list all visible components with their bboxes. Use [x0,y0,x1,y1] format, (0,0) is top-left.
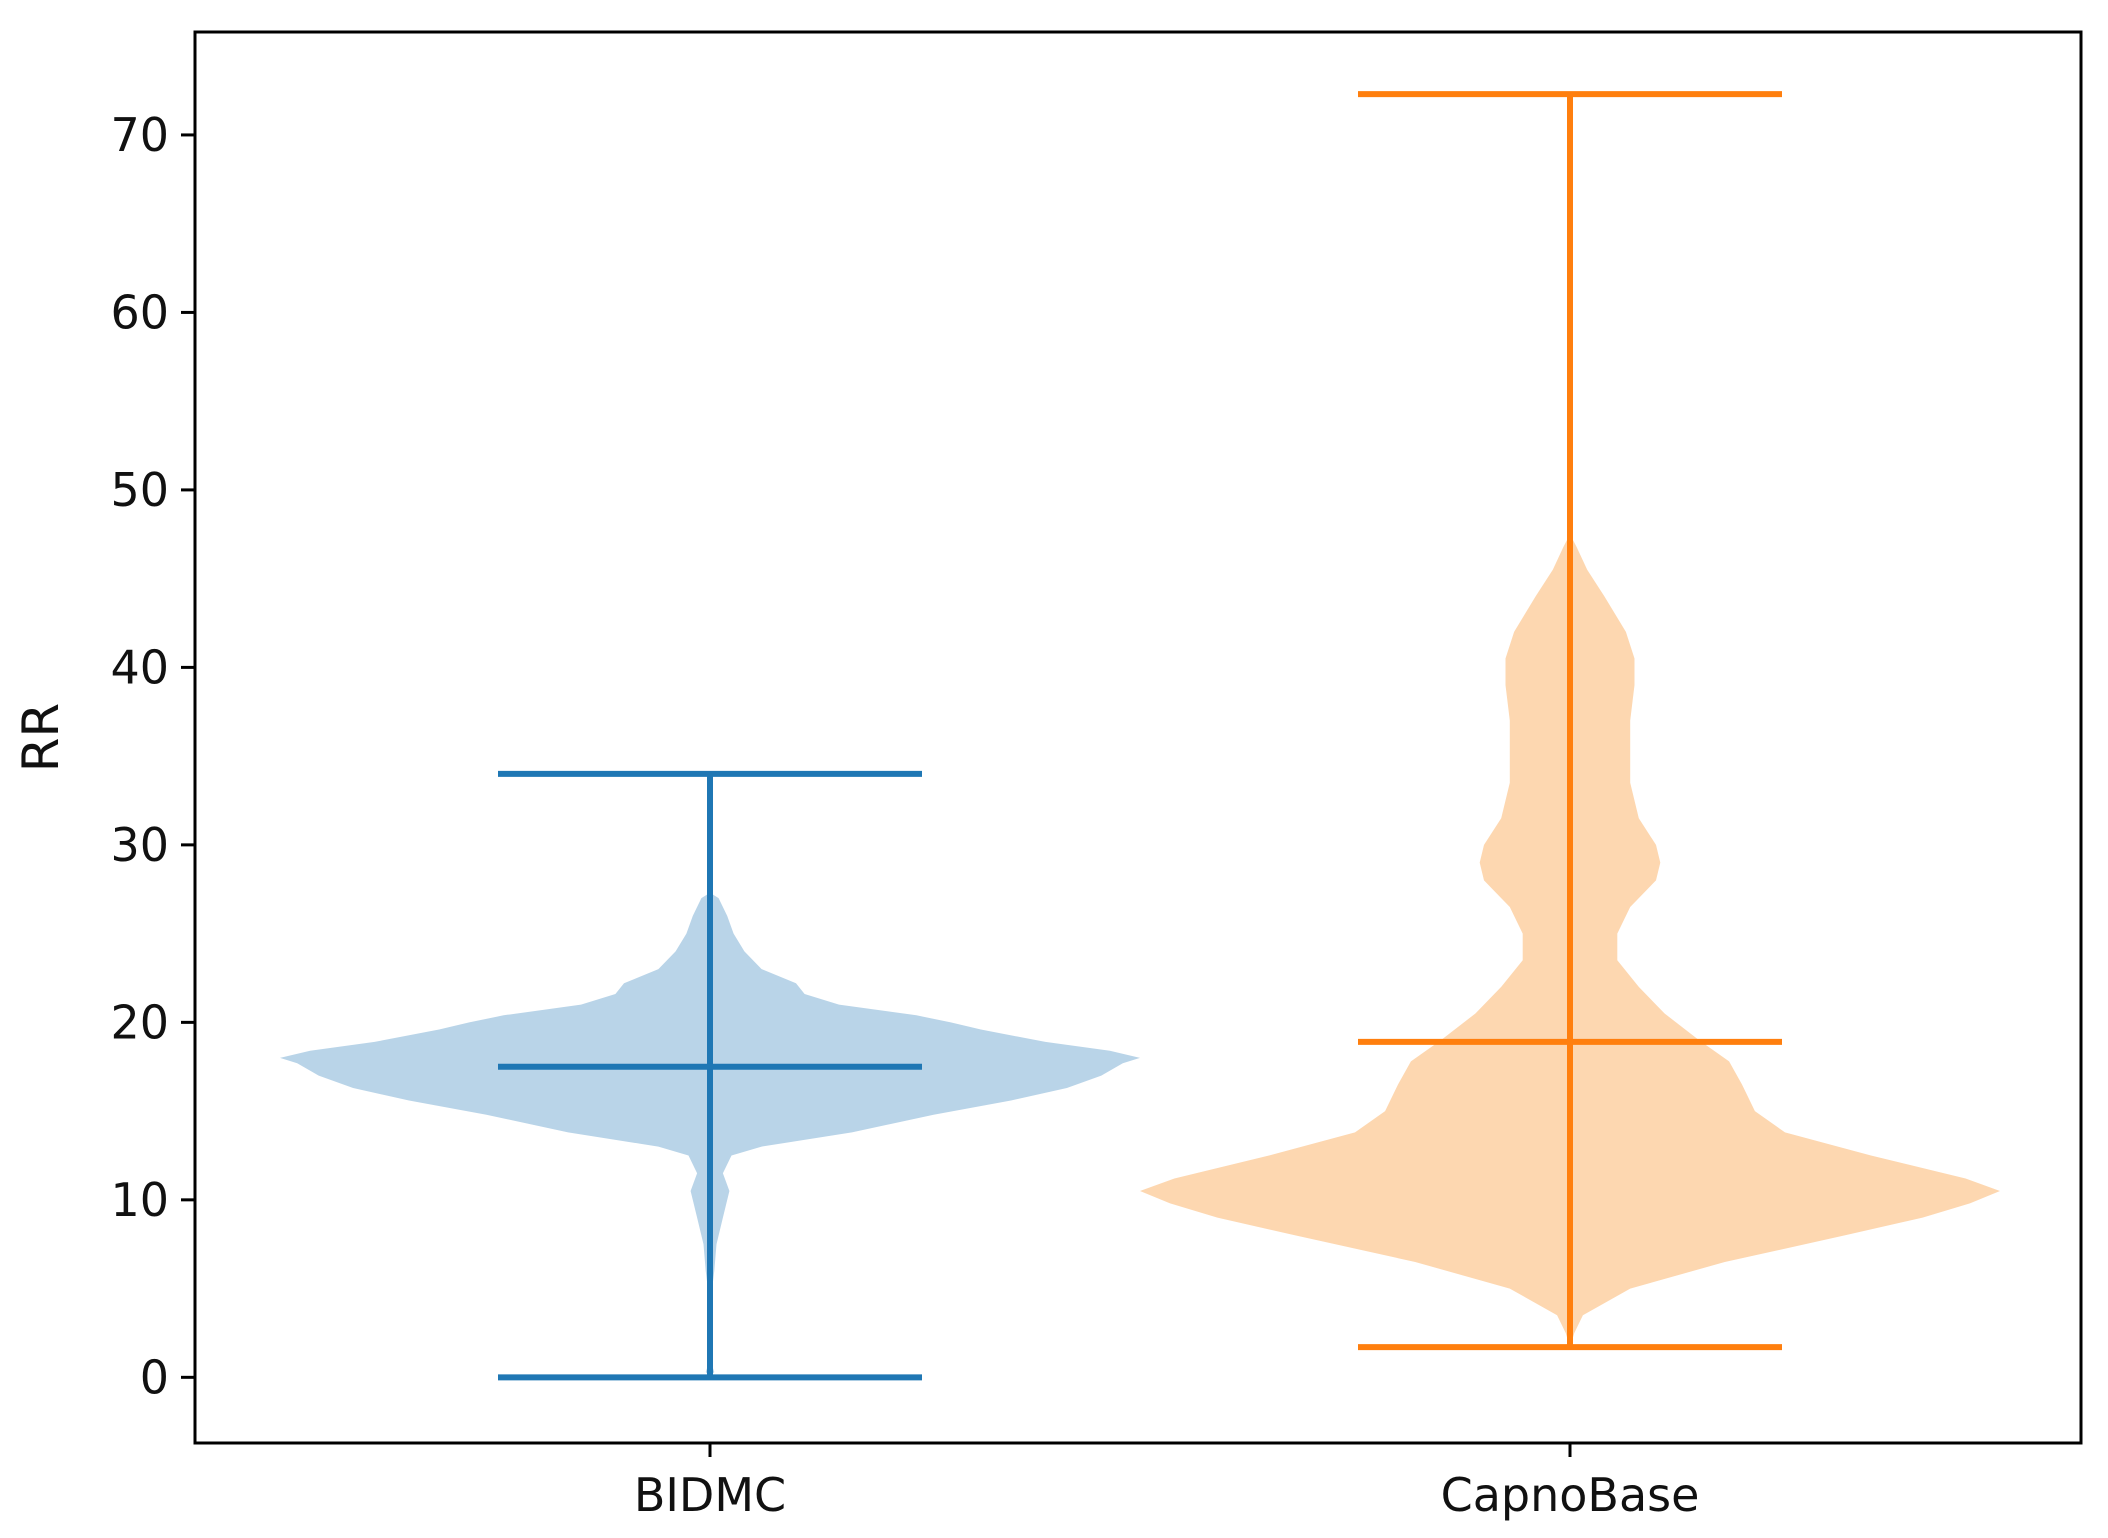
y-tick-label: 70 [110,108,169,162]
x-axis: BIDMC CapnoBase [634,1443,1700,1522]
x-tick-label: BIDMC [634,1468,786,1522]
y-tick-label: 50 [110,463,169,517]
y-tick-label: 0 [140,1350,169,1404]
y-axis-label: RR [12,703,70,772]
violin-layer [280,534,2000,1378]
marker-layer [498,91,1782,1381]
y-tick-label: 20 [110,995,169,1049]
y-axis: 0 10 20 30 40 50 60 70 [110,108,195,1404]
y-tick-label: 30 [110,818,169,872]
x-tick-label: CapnoBase [1441,1468,1700,1522]
plot-frame [193,30,2083,1445]
y-tick-label: 60 [110,285,169,339]
y-tick-label: 10 [110,1173,169,1227]
y-tick-label: 40 [110,640,169,694]
